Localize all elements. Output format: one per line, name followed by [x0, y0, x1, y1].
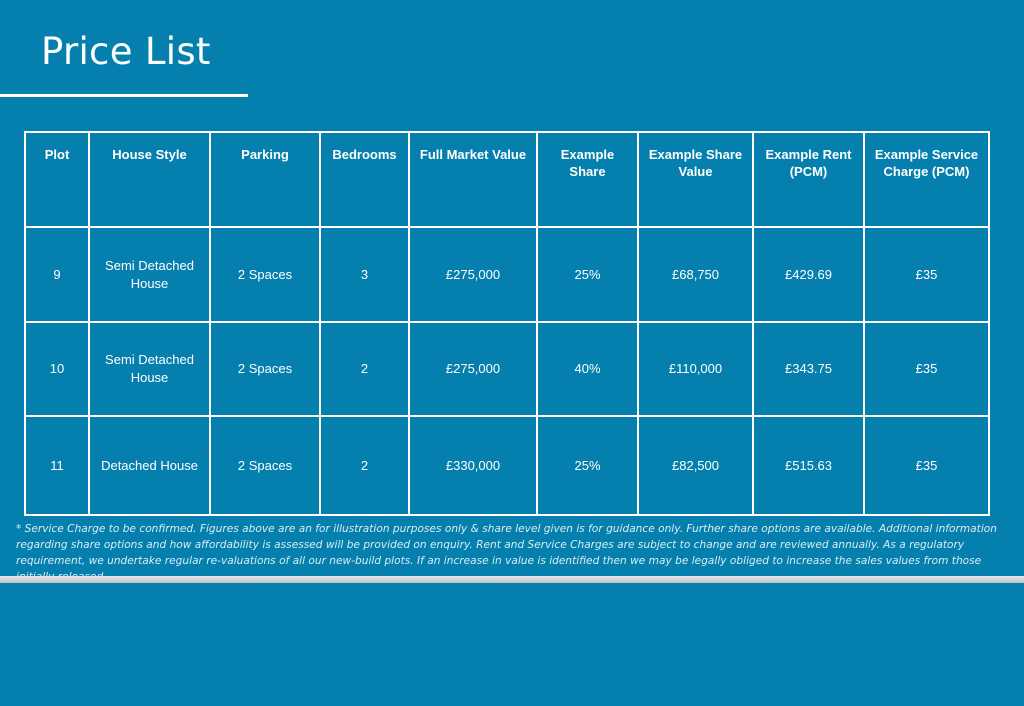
cell-parking: 2 Spaces [209, 321, 321, 417]
cell-example-share-value: £110,000 [637, 321, 754, 417]
cell-example-share: 25% [536, 415, 639, 516]
cell-example-service-charge: £35 [863, 226, 990, 323]
header-plot: Plot [24, 131, 90, 228]
cell-example-share-value: £82,500 [637, 415, 754, 516]
table-header-row: Plot House Style Parking Bedrooms Full M… [24, 131, 990, 228]
header-example-service-charge: Example Service Charge (PCM) [863, 131, 990, 228]
cell-example-service-charge: £35 [863, 415, 990, 516]
header-example-share-value: Example Share Value [637, 131, 754, 228]
page-title: Price List [41, 30, 211, 73]
cell-bedrooms: 2 [319, 415, 410, 516]
header-house-style: House Style [88, 131, 211, 228]
table-row: 9 Semi Detached House 2 Spaces 3 £275,00… [24, 226, 990, 323]
cell-example-rent: £429.69 [752, 226, 865, 323]
cell-example-share: 25% [536, 226, 639, 323]
header-full-market-value: Full Market Value [408, 131, 538, 228]
cell-parking: 2 Spaces [209, 415, 321, 516]
cell-bedrooms: 2 [319, 321, 410, 417]
header-example-rent: Example Rent (PCM) [752, 131, 865, 228]
cell-example-service-charge: £35 [863, 321, 990, 417]
price-table: Plot House Style Parking Bedrooms Full M… [24, 131, 990, 516]
cell-example-rent: £343.75 [752, 321, 865, 417]
footer-divider [0, 576, 1024, 583]
table-row: 10 Semi Detached House 2 Spaces 2 £275,0… [24, 321, 990, 417]
cell-example-share: 40% [536, 321, 639, 417]
header-example-share: Example Share [536, 131, 639, 228]
header-parking: Parking [209, 131, 321, 228]
cell-example-share-value: £68,750 [637, 226, 754, 323]
cell-example-rent: £515.63 [752, 415, 865, 516]
cell-full-market-value: £330,000 [408, 415, 538, 516]
cell-bedrooms: 3 [319, 226, 410, 323]
cell-full-market-value: £275,000 [408, 321, 538, 417]
cell-plot: 11 [24, 415, 90, 516]
cell-parking: 2 Spaces [209, 226, 321, 323]
title-underline [0, 94, 248, 97]
cell-plot: 10 [24, 321, 90, 417]
cell-house-style: Detached House [88, 415, 211, 516]
cell-plot: 9 [24, 226, 90, 323]
cell-house-style: Semi Detached House [88, 226, 211, 323]
header-bedrooms: Bedrooms [319, 131, 410, 228]
cell-house-style: Semi Detached House [88, 321, 211, 417]
table-row: 11 Detached House 2 Spaces 2 £330,000 25… [24, 415, 990, 516]
cell-full-market-value: £275,000 [408, 226, 538, 323]
